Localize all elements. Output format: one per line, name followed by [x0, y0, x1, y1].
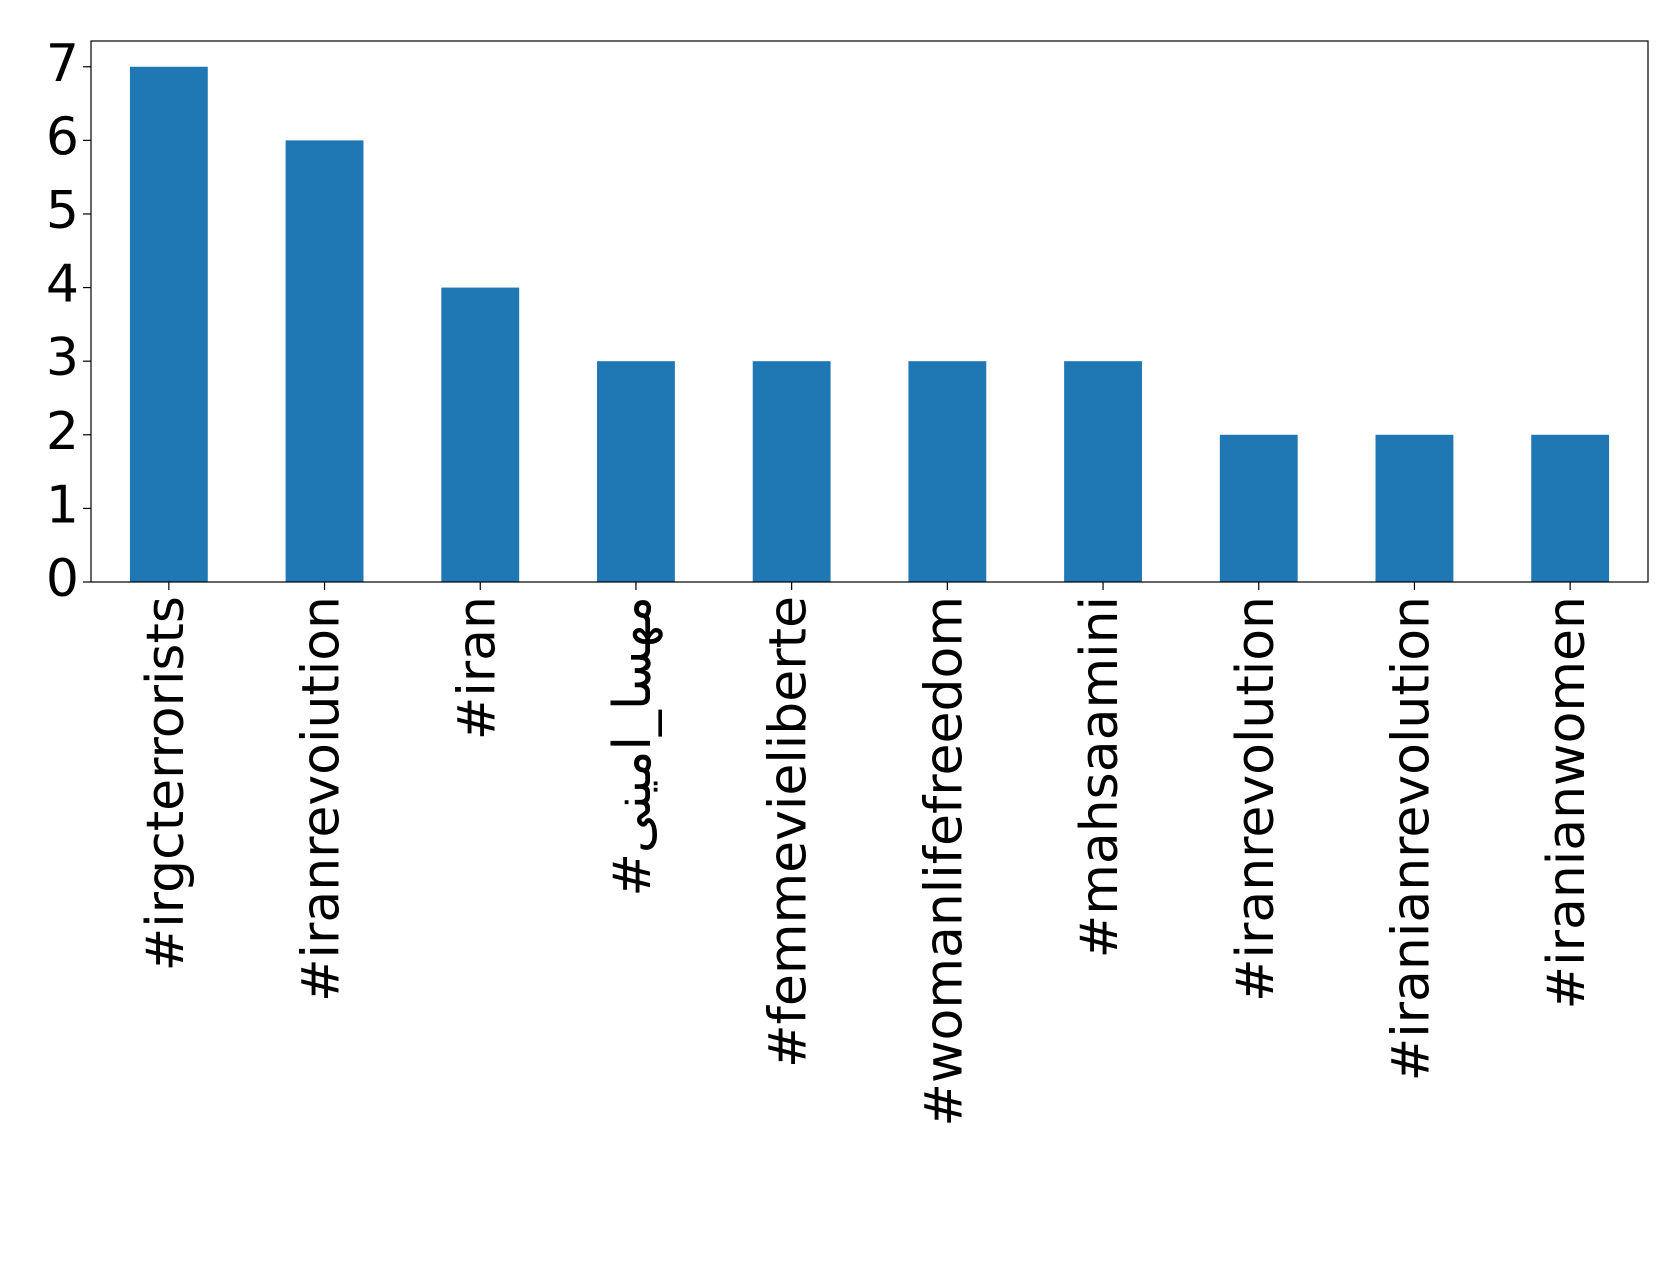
y-tick-label: 5 — [46, 181, 79, 241]
y-tick-label: 7 — [46, 34, 79, 94]
x-tick-label: #iranianrevolution — [1381, 596, 1441, 1081]
bar — [1531, 434, 1610, 582]
x-tick-label: #iranrevolution — [1226, 596, 1286, 1002]
x-tick-label: #مهسا_امینی — [603, 596, 663, 897]
x-tick-label: #irgcterrorists — [136, 596, 196, 971]
bar — [908, 361, 987, 582]
y-tick-label: 0 — [46, 549, 79, 609]
bar — [752, 361, 831, 582]
bar — [1219, 434, 1298, 582]
y-tick-label: 4 — [46, 255, 79, 315]
y-tick-label: 2 — [46, 402, 79, 462]
x-tick-label: #mahsaamini — [1070, 596, 1130, 958]
bar — [1375, 434, 1454, 582]
x-tick-label: #iranianwomen — [1537, 596, 1597, 1009]
plot-frame — [90, 40, 1649, 583]
x-tick-label: #iranrevoiution — [292, 596, 352, 1002]
y-tick-label: 3 — [46, 328, 79, 388]
y-tick-label: 6 — [46, 107, 79, 167]
bar — [129, 66, 208, 582]
bar — [597, 361, 675, 582]
y-tick-label: 1 — [46, 475, 79, 535]
bar — [1064, 361, 1142, 582]
x-tick-label: #womanlifefreedom — [914, 596, 974, 1127]
bar — [285, 140, 364, 582]
x-tick-label: #femmevieliberte — [759, 596, 819, 1068]
bar — [441, 287, 520, 582]
x-tick-label: #iran — [447, 596, 507, 740]
